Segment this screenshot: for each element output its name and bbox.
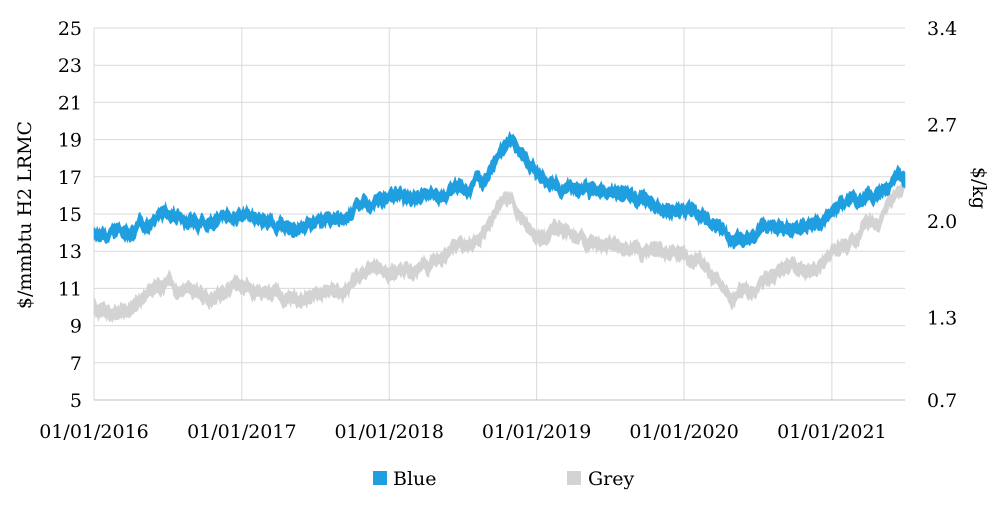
- y2-tick-label-0.7: 0.7: [927, 390, 957, 412]
- legend-item-blue: Blue: [373, 468, 437, 490]
- x-tick-label-2018-01-01: 01/01/2018: [334, 421, 444, 443]
- legend-label-blue: Blue: [393, 468, 437, 490]
- series-grey-band: [93, 176, 906, 324]
- legend-swatch-grey: [567, 471, 581, 485]
- y2-tick-label-3.4: 3.4: [927, 18, 957, 40]
- y2-tick-label-1.3: 1.3: [927, 307, 957, 329]
- x-tick-label-2019-01-01: 01/01/2019: [482, 421, 592, 443]
- x-tick-label-2017-01-01: 01/01/2017: [187, 421, 297, 443]
- series-blue-band: [93, 130, 906, 250]
- y-tick-label-23: 23: [58, 55, 82, 77]
- y-tick-label-11: 11: [58, 278, 82, 300]
- y-tick-label-19: 19: [58, 130, 82, 152]
- series-grey-area: [93, 176, 906, 324]
- x-tick-label-2016-01-01: 01/01/2016: [39, 421, 149, 443]
- y-axis-right-ticks: 0.7 1.3 2.0 2.7 3.4: [927, 18, 957, 412]
- y-axis-left-title: $/mmbtu H2 LRMC: [14, 121, 36, 309]
- y-tick-label-17: 17: [58, 167, 82, 189]
- legend-swatch-blue: [373, 471, 387, 485]
- series-blue-area: [93, 130, 906, 250]
- y-tick-label-9: 9: [70, 316, 82, 338]
- legend-item-grey: Grey: [567, 468, 635, 490]
- legend-label-grey: Grey: [588, 468, 635, 490]
- y2-tick-label-2.0: 2.0: [927, 211, 957, 233]
- y-tick-label-7: 7: [70, 353, 82, 375]
- y2-tick-label-2.7: 2.7: [927, 114, 957, 136]
- x-axis-ticks: 01/01/2016 01/01/2017 01/01/2018 01/01/2019…: [39, 421, 886, 443]
- y-axis-right-title: $/kg: [968, 167, 987, 209]
- legend: Blue Grey: [373, 468, 635, 490]
- y-tick-label-13: 13: [58, 241, 82, 263]
- x-tick-label-2020-01-01: 01/01/2020: [629, 421, 739, 443]
- y-tick-label-5: 5: [70, 390, 82, 412]
- y-tick-label-15: 15: [58, 204, 82, 226]
- x-tick-label-2021-01-01: 01/01/2021: [777, 421, 887, 443]
- y-axis-left-ticks: 5 7 9 11 13 15 17 19 21 23 25: [58, 18, 82, 412]
- y-tick-label-21: 21: [58, 92, 82, 114]
- y-tick-label-25: 25: [58, 18, 82, 40]
